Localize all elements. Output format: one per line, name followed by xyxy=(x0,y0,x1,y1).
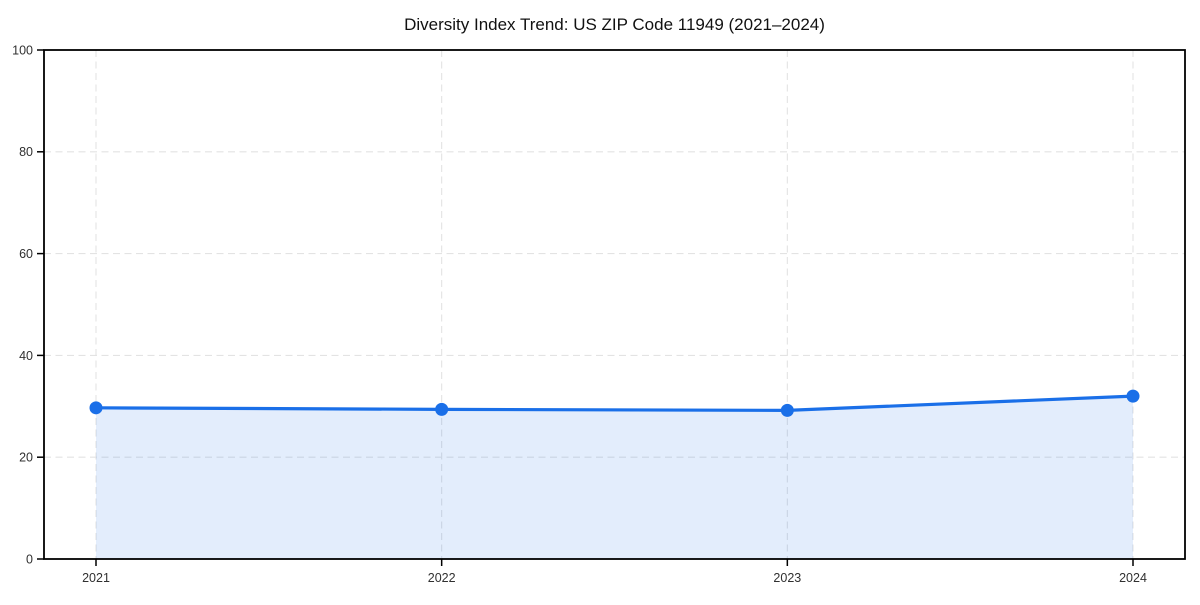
axes-layer: 0 20 40 60 80 100 2021 2022 2023 2024 xyxy=(12,43,1186,585)
plot-frame xyxy=(43,49,1186,560)
x-tick-label: 2023 xyxy=(773,571,801,585)
area-fill xyxy=(96,396,1133,559)
data-point xyxy=(435,402,449,416)
y-tick-label: 40 xyxy=(19,349,33,363)
line-series-layer xyxy=(89,389,1140,417)
data-point xyxy=(780,403,794,417)
x-tick-label: 2021 xyxy=(82,571,110,585)
y-tick-label: 100 xyxy=(12,43,33,57)
x-tick-label: 2024 xyxy=(1119,571,1147,585)
trend-line xyxy=(94,394,1135,412)
y-tick-label: 80 xyxy=(19,145,33,159)
area-fill-layer xyxy=(96,396,1133,559)
data-point xyxy=(1126,389,1140,403)
y-tick-label: 20 xyxy=(19,451,33,465)
chart-title: Diversity Index Trend: US ZIP Code 11949… xyxy=(404,15,825,34)
x-tick-label: 2022 xyxy=(428,571,456,585)
y-tick-label: 60 xyxy=(19,247,33,261)
y-tick-label: 0 xyxy=(26,552,33,566)
grid-layer xyxy=(44,49,1185,560)
data-point xyxy=(89,401,103,415)
